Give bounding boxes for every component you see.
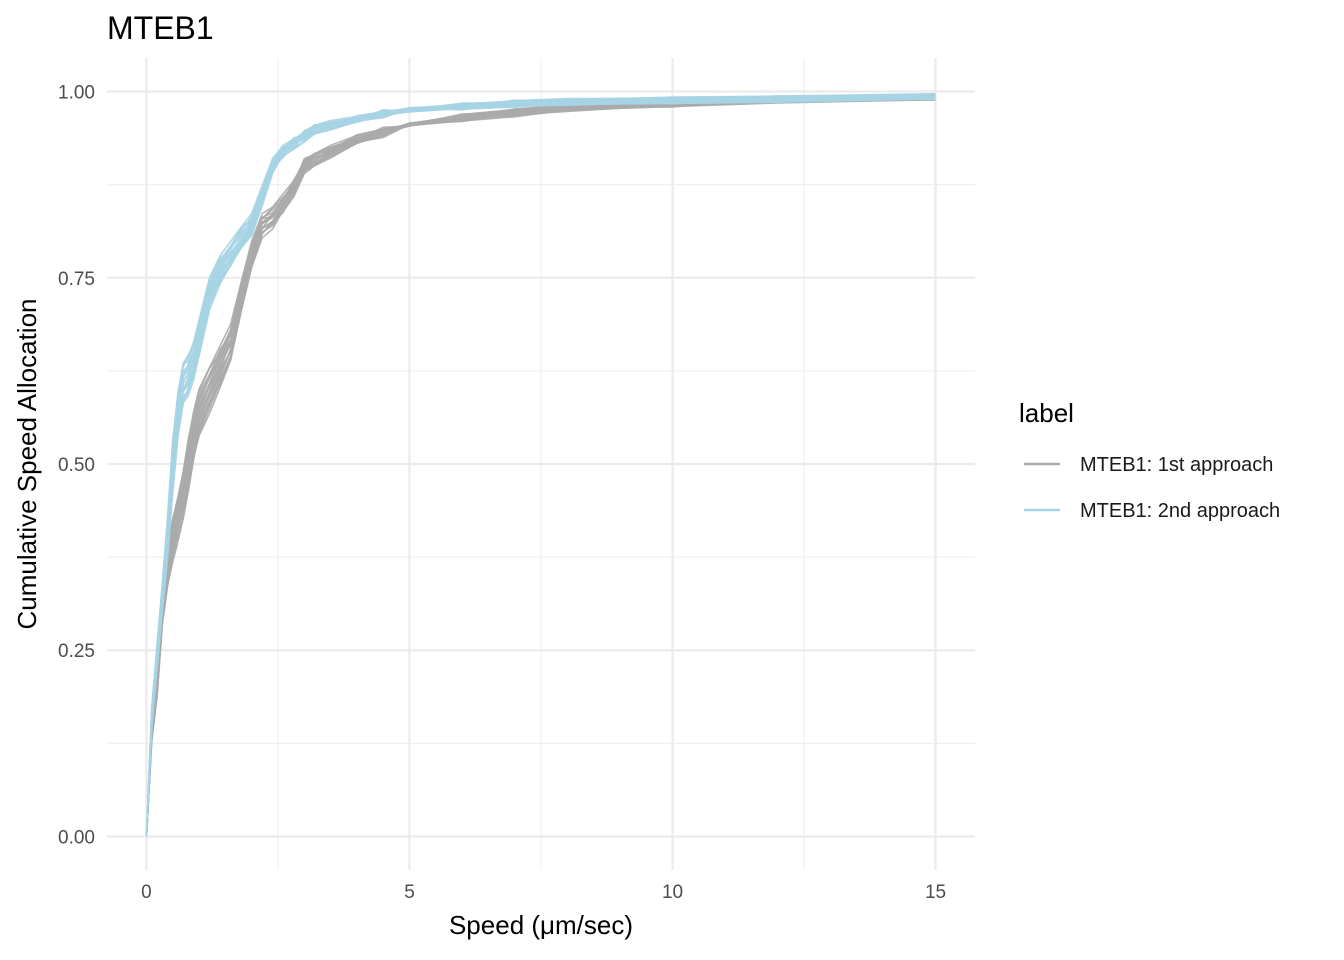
series-line <box>145 95 936 837</box>
x-tick-label: 5 <box>404 882 415 903</box>
x-axis-ticks: 0 5 10 15 <box>141 882 946 903</box>
series-2 <box>145 93 936 837</box>
y-axis-title: Cumulative Speed Allocation <box>12 299 42 630</box>
x-tick-label: 0 <box>141 882 152 903</box>
legend-label: MTEB1: 2nd approach <box>1080 500 1280 522</box>
x-tick-label: 15 <box>925 882 946 903</box>
x-axis-title: Speed (μm/sec) <box>449 910 633 940</box>
y-tick-label: 1.00 <box>58 83 95 104</box>
y-tick-label: 0.00 <box>58 827 95 848</box>
y-tick-label: 0.25 <box>58 641 95 662</box>
x-tick-label: 10 <box>662 882 683 903</box>
series-layer <box>145 93 936 837</box>
legend: label MTEB1: 1st approach MTEB1: 2nd appr… <box>1019 398 1280 522</box>
series-1 <box>145 93 936 837</box>
legend-item: MTEB1: 1st approach <box>1024 454 1273 476</box>
major-gridlines <box>107 58 975 870</box>
series-line <box>145 95 936 837</box>
y-axis-ticks: 0.00 0.25 0.50 0.75 1.00 <box>58 83 95 849</box>
legend-title: label <box>1019 398 1074 428</box>
chart-title: MTEB1 <box>107 10 214 46</box>
y-tick-label: 0.75 <box>58 269 95 290</box>
y-tick-label: 0.50 <box>58 455 95 476</box>
legend-item: MTEB1: 2nd approach <box>1024 500 1280 522</box>
legend-label: MTEB1: 1st approach <box>1080 454 1273 476</box>
